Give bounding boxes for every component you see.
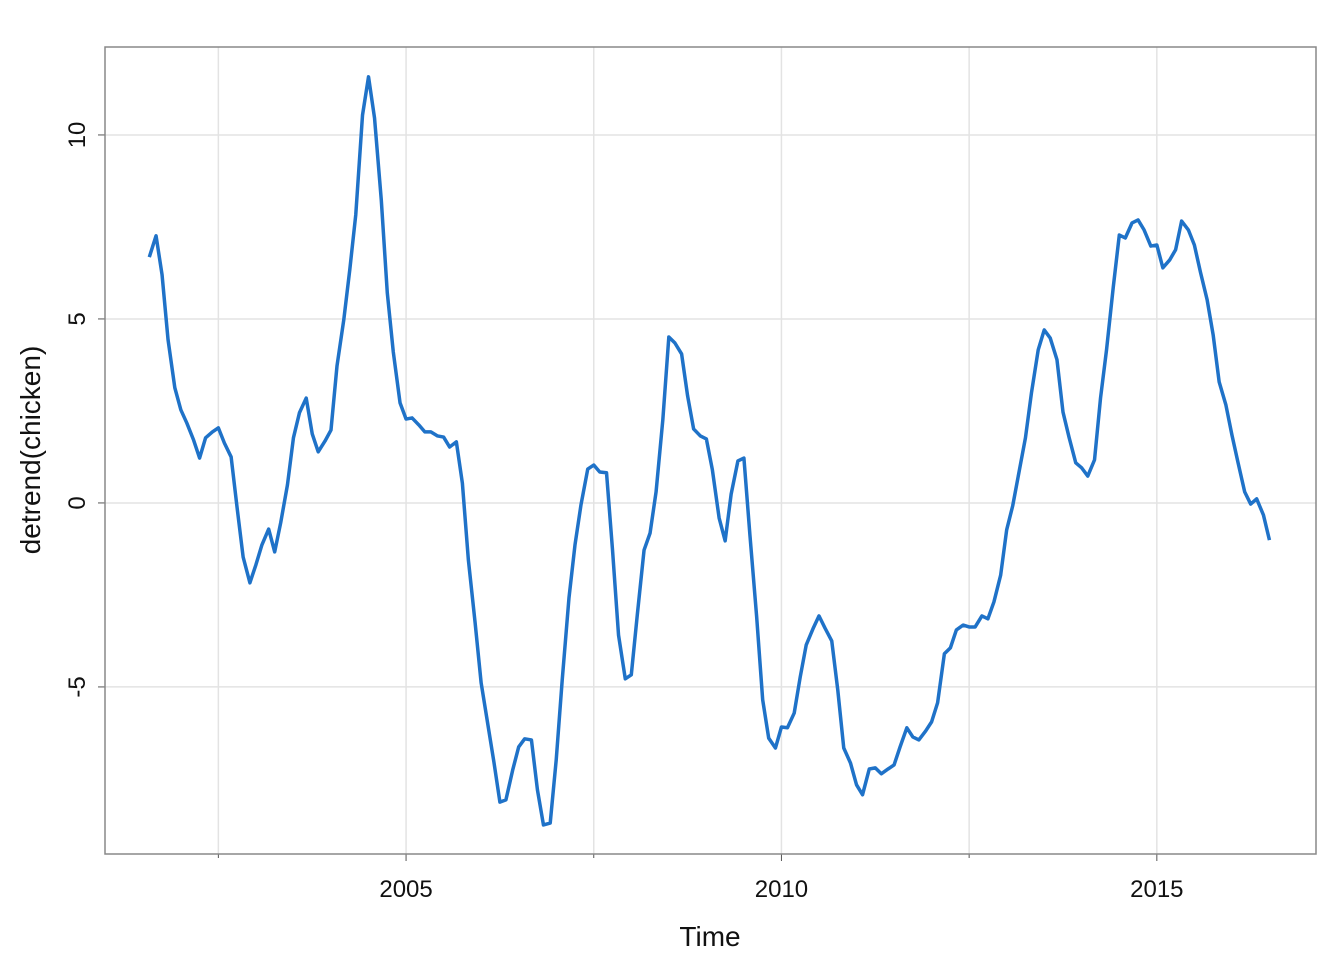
- x-axis-label: Time: [679, 921, 740, 952]
- y-tick-label: 10: [64, 122, 91, 149]
- plot-border: [104, 46, 1317, 855]
- y-tick-label: -5: [64, 676, 91, 697]
- y-axis-label: detrend(chicken): [15, 346, 46, 555]
- y-tick-label: 0: [64, 496, 91, 509]
- x-tick-label: 2010: [755, 876, 808, 903]
- data-line: [147, 75, 1272, 827]
- x-tick-label: 2005: [379, 876, 432, 903]
- y-tick-label: 5: [64, 312, 91, 325]
- x-tick-label: 2015: [1130, 876, 1183, 903]
